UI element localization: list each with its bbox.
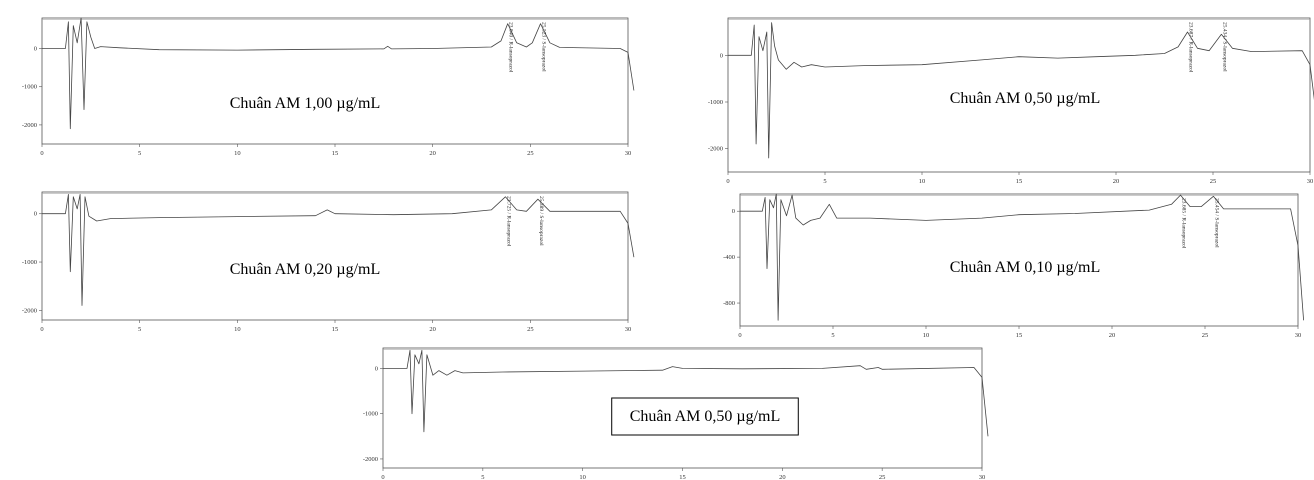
peak-label: 23.725 / R-lansoprazol — [505, 196, 511, 247]
x-tick-label: 5 — [831, 332, 834, 339]
x-tick-label: 10 — [919, 178, 926, 185]
x-tick-label: 0 — [738, 332, 741, 339]
sample-label: Chuân AM 0,10 µg/mL — [950, 259, 1101, 276]
y-tick-label: 0 — [720, 52, 723, 59]
x-tick-label: 15 — [332, 326, 339, 333]
y-tick-label: 0 — [375, 365, 378, 372]
y-tick-label: -1000 — [22, 259, 37, 266]
x-tick-label: 20 — [1109, 332, 1116, 339]
x-tick-label: 25 — [879, 474, 886, 480]
x-tick-label: 25 — [1210, 178, 1217, 185]
chromatogram-trace — [383, 349, 989, 437]
x-tick-label: 10 — [579, 474, 586, 480]
x-tick-label: 10 — [234, 150, 241, 157]
x-tick-label: 0 — [726, 178, 729, 185]
x-tick-label: 30 — [625, 326, 632, 333]
x-tick-label: 10 — [234, 326, 241, 333]
y-tick-label: 0 — [34, 46, 37, 53]
x-tick-label: 25 — [1202, 332, 1209, 339]
chromatogram-panel-4: 0 5 10 15 20 25 30 0 -400 -800 23.685 / R-lansopra… — [723, 193, 1304, 339]
x-tick-label: 5 — [481, 474, 484, 480]
y-tick-label: -2000 — [708, 146, 723, 153]
x-tick-label: 5 — [138, 150, 141, 157]
x-tick-label: 20 — [429, 150, 436, 157]
y-tick-label: -400 — [723, 254, 735, 261]
x-tick-label: 10 — [923, 332, 930, 339]
x-tick-label: 15 — [679, 474, 686, 480]
sample-label: Chuân AM 0,50 µg/mL — [630, 408, 781, 425]
chromatogram-panel-1: 0 5 10 15 20 25 30 0 -1000 -2000 23.840 / R-lansop… — [22, 17, 635, 157]
peak-label: 25.389 / S-lansoprazol — [538, 196, 544, 246]
y-tick-label: -2000 — [22, 307, 37, 314]
sample-label: Chuân AM 0,50 µg/mL — [950, 90, 1101, 107]
x-tick-label: 5 — [823, 178, 826, 185]
y-tick-label: -1000 — [22, 84, 37, 91]
peak-label: 25.523 / S-lansoprazol — [540, 22, 546, 72]
peak-label: 25.434 / S-lansoprazol — [1221, 22, 1227, 72]
chromatogram-trace — [728, 22, 1314, 159]
x-tick-label: 15 — [332, 150, 339, 157]
y-tick-label: -800 — [723, 300, 735, 307]
y-tick-label: 0 — [34, 211, 37, 218]
chromatogram-trace — [42, 194, 635, 306]
x-tick-label: 15 — [1016, 332, 1023, 339]
x-tick-label: 0 — [40, 326, 43, 333]
peak-label: 25.454 / S-lansoprazol — [1213, 198, 1219, 248]
x-tick-label: 20 — [429, 326, 436, 333]
y-tick-label: 0 — [732, 208, 735, 215]
chromatogram-trace — [42, 17, 635, 130]
chromatogram-panel-2: 0 5 10 15 20 25 30 0 -1000 -2000 23.687 / R-lansop… — [708, 17, 1314, 185]
x-tick-label: 0 — [381, 474, 384, 480]
peak-label: 23.687 / R-lansoprazol — [1188, 22, 1194, 73]
x-tick-label: 0 — [40, 150, 43, 157]
peak-label: 23.840 / R-lansoprazol — [508, 22, 514, 73]
y-tick-label: -2000 — [363, 456, 378, 463]
x-tick-label: 30 — [625, 150, 632, 157]
x-tick-label: 20 — [1113, 178, 1120, 185]
x-tick-label: 30 — [1295, 332, 1302, 339]
plot-frame — [41, 17, 629, 145]
x-tick-label: 25 — [527, 326, 534, 333]
x-tick-label: 20 — [779, 474, 786, 480]
peak-label: 23.685 / R-lansoprazol — [1181, 198, 1187, 249]
sample-label-box — [611, 397, 799, 436]
chromatogram-panel-3: 0 5 10 15 20 25 30 0 -1000 -2000 23.725 / R-lansop… — [22, 191, 635, 333]
y-tick-label: -1000 — [363, 411, 378, 418]
y-tick-label: -2000 — [22, 122, 37, 129]
x-tick-label: 15 — [1016, 178, 1023, 185]
x-tick-label: 30 — [979, 474, 986, 480]
sample-label: Chuân AM 1,00 µg/mL — [230, 95, 381, 112]
sample-label: Chuân AM 0,20 µg/mL — [230, 261, 381, 278]
x-tick-label: 5 — [138, 326, 141, 333]
x-tick-label: 25 — [527, 150, 534, 157]
y-tick-label: -1000 — [708, 99, 723, 106]
chromatogram-panel-5: 0 5 10 15 20 25 30 0 -1000 -2000 Chuân AM 0,50 µg/… — [363, 347, 989, 480]
chromatogram-trace — [740, 193, 1304, 321]
x-tick-label: 30 — [1307, 178, 1314, 185]
